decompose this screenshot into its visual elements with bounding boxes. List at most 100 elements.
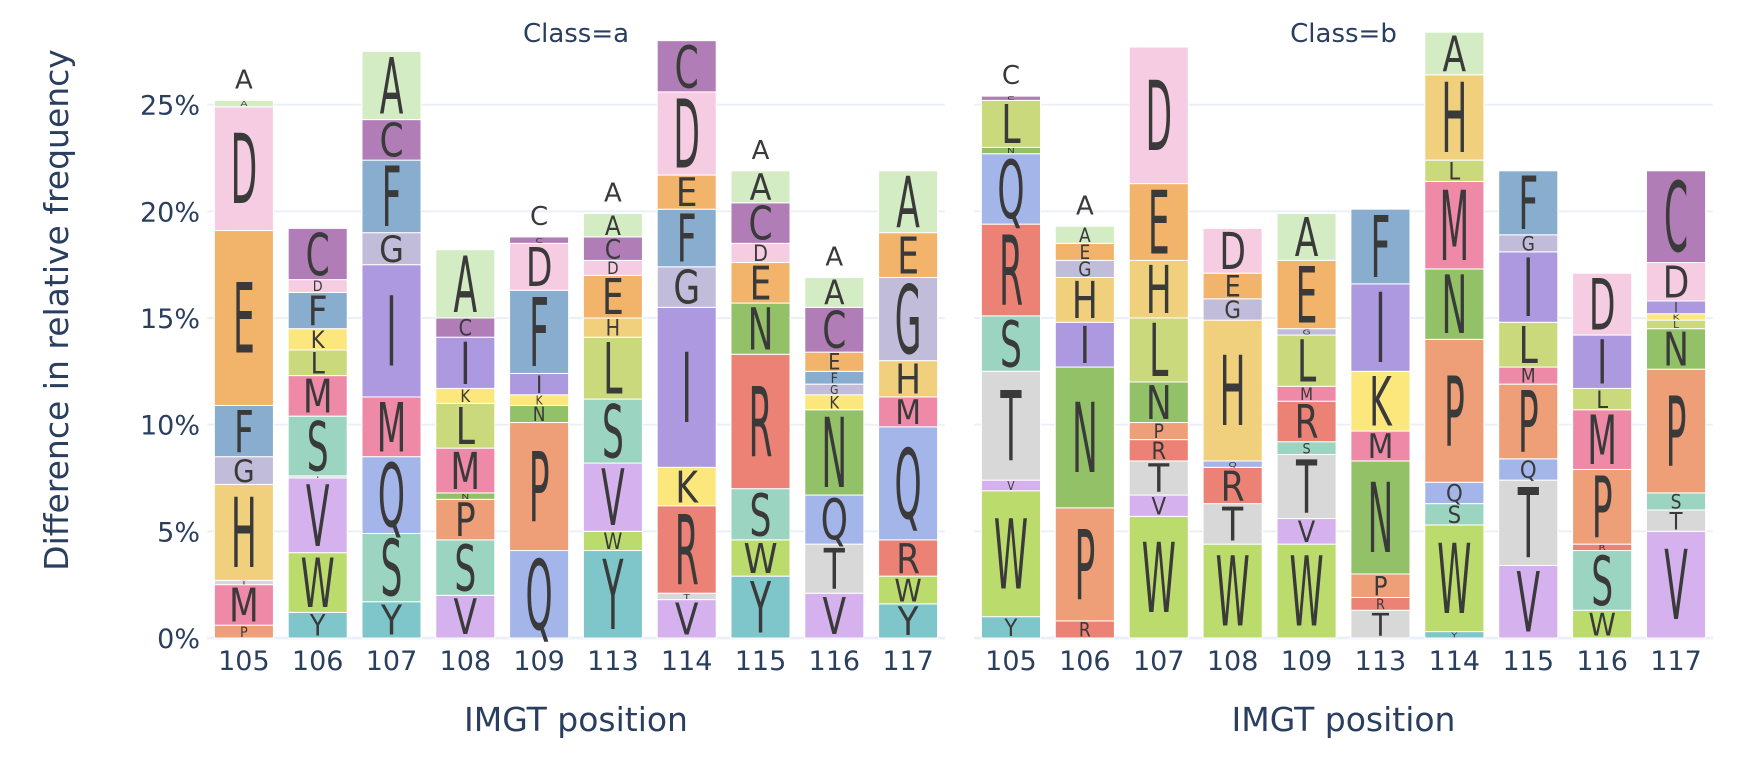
segment-letter: Y: [380, 597, 403, 645]
bar-segment: [1350, 208, 1411, 285]
bar-segment: [435, 402, 496, 449]
bar-segment: [1645, 368, 1707, 494]
stack-top-letter: A: [825, 242, 843, 272]
segment-letter: R: [1079, 619, 1091, 641]
bar-segment: [1276, 400, 1337, 443]
bar-segment: [509, 550, 570, 639]
segment-letter: G: [1522, 233, 1535, 255]
bar-segment: [730, 488, 791, 541]
bar-segment: [878, 426, 939, 541]
segment-letter: N: [748, 297, 774, 364]
bar-segment: [1202, 227, 1263, 274]
segment-letter: N: [1007, 148, 1015, 156]
segment-letter: Q: [1520, 457, 1537, 485]
segment-letter: V: [306, 469, 330, 567]
bar-segment: [361, 456, 422, 534]
segment-letter: M: [1521, 366, 1536, 388]
bar-segment: [1128, 46, 1189, 185]
segment-letter: C: [535, 237, 542, 245]
bar-segment: [1276, 543, 1337, 639]
segment-letter: Y: [309, 610, 326, 643]
stack-top-letter: C: [530, 202, 548, 232]
bar-segment: [1498, 383, 1559, 460]
x-axis-title: IMGT position: [1232, 700, 1456, 739]
segment-letter: N: [1663, 323, 1689, 377]
segment-letter: T: [1371, 607, 1390, 644]
bar-segment: [509, 242, 570, 291]
bar-segment: [509, 236, 570, 244]
x-tick-label: 115: [1502, 646, 1554, 677]
bar-segment: [1128, 515, 1189, 639]
bar-segment: [878, 360, 939, 398]
segment-letter: Q: [1229, 461, 1237, 469]
bar-segment: [1054, 507, 1115, 622]
bar-segment: [656, 40, 717, 93]
segment-letter: M: [1587, 401, 1617, 480]
x-tick-label: 114: [661, 646, 713, 677]
x-tick-label: 106: [1059, 646, 1111, 677]
bar-segment: [878, 396, 939, 428]
segment-letter: V: [453, 589, 477, 646]
segment-letter: E: [897, 228, 919, 287]
bar-segment: [287, 477, 348, 554]
segment-letter: N: [1146, 376, 1172, 430]
segment-letter: E: [676, 170, 698, 216]
bar-segment: [582, 212, 643, 238]
segment-letter: I: [460, 331, 470, 398]
bar-segment: [878, 232, 939, 278]
bar-segment: [1572, 468, 1633, 545]
segment-letter: I: [386, 278, 396, 390]
segment-letter: M: [895, 392, 921, 432]
stack-top-letter: A: [235, 65, 253, 95]
segment-letter: M: [303, 369, 333, 423]
segment-letter: Q: [895, 430, 922, 542]
segment-letter: N: [1441, 259, 1467, 353]
segment-letter: S: [602, 391, 624, 475]
segment-letter: E: [602, 269, 624, 326]
bar-segment: [980, 490, 1042, 618]
segment-letter: V: [1516, 554, 1540, 651]
bar-segment: [1498, 564, 1559, 639]
segment-letter: A: [1079, 225, 1091, 247]
gridlines: [207, 103, 1713, 640]
segment-letter: K: [675, 462, 699, 513]
segment-letter: M: [377, 388, 407, 467]
bar-segment: [730, 353, 791, 490]
segment-letter: R: [999, 217, 1023, 329]
bar-segment: [730, 575, 791, 639]
bar-segment: [730, 302, 791, 355]
segment-letter: T: [1517, 470, 1539, 582]
bar-segment: [1424, 268, 1485, 340]
segment-letter: P: [240, 624, 248, 641]
segment-letter: Y: [897, 599, 919, 645]
bar-segment: [509, 422, 570, 552]
bar-segment: [1202, 272, 1263, 300]
segment-letter: M: [450, 443, 480, 502]
x-tick-label: 109: [1281, 646, 1333, 677]
segment-letter: T: [313, 475, 321, 479]
segment-letter: P: [1074, 511, 1095, 623]
segment-letter: T: [823, 537, 845, 602]
segment-letter: D: [753, 241, 768, 267]
bar-segment: [878, 276, 939, 362]
segment-letter: I: [1375, 274, 1385, 386]
bar-segment: [1498, 479, 1559, 566]
segment-letter: Q: [378, 445, 405, 548]
segment-letter: D: [231, 115, 258, 227]
bar-segment: [730, 202, 791, 244]
segment-letter: N: [1072, 384, 1098, 496]
bar-segment: [1128, 460, 1189, 496]
bar-segment: [1128, 317, 1189, 383]
segment-letter: G: [1302, 329, 1310, 337]
segment-letter: P: [1373, 571, 1387, 602]
x-tick-label: 107: [1133, 646, 1185, 677]
segment-letter: G: [673, 261, 700, 315]
